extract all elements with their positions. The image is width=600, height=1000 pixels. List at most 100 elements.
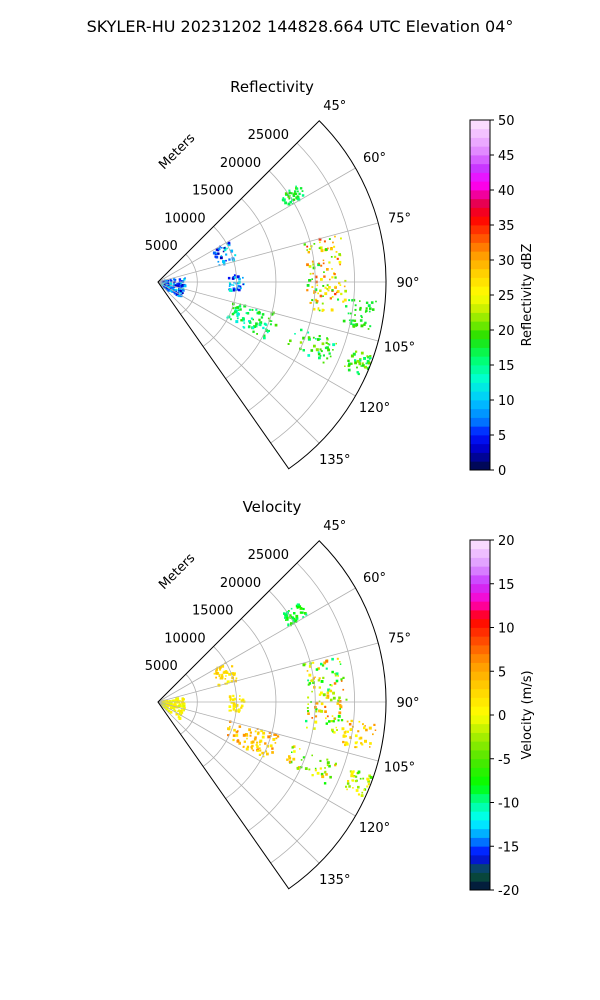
echo-gate <box>325 341 328 344</box>
echo-gate <box>179 289 182 293</box>
colorbar-band <box>470 321 490 331</box>
echo-gate <box>237 309 240 311</box>
colorbar-band <box>470 627 490 637</box>
echo-gate <box>358 720 361 723</box>
echo-gate <box>236 306 240 309</box>
colorbar-tick-label: 0 <box>498 709 506 724</box>
echo-gate <box>295 196 298 199</box>
colorbar-band <box>470 688 490 698</box>
echo-gate <box>296 603 300 606</box>
echo-gate <box>307 712 310 715</box>
echo-gate <box>183 707 186 710</box>
echo-gate <box>343 731 347 734</box>
echo-gate <box>350 354 354 358</box>
echo-gate <box>324 706 327 708</box>
colorbar-band <box>470 636 490 646</box>
echo-gate <box>329 684 332 686</box>
echo-gate <box>326 764 329 767</box>
echo-gate <box>164 286 167 289</box>
echo-gate <box>215 676 217 679</box>
echo-gate <box>225 253 228 256</box>
echo-gate <box>364 321 367 325</box>
echo-gate <box>359 300 361 302</box>
echo-gate <box>274 323 278 327</box>
echo-gate <box>355 350 358 353</box>
echo-gate <box>354 304 357 307</box>
echo-gate <box>217 260 220 263</box>
range-ring <box>270 562 355 864</box>
echo-gate <box>326 696 330 699</box>
echo-gate <box>287 610 290 612</box>
echo-gate <box>246 734 249 737</box>
echo-gate <box>317 308 320 311</box>
echo-gate <box>343 285 346 288</box>
colorbar-band <box>470 837 490 847</box>
echo-gate <box>261 751 264 755</box>
echo-gate <box>228 243 231 247</box>
echo-gate <box>341 727 345 731</box>
echo-feature <box>302 657 348 734</box>
echo-gate <box>342 688 345 691</box>
echo-gate <box>228 285 231 287</box>
echo-gate <box>163 706 166 709</box>
echo-gate <box>349 736 352 739</box>
echo-gate <box>369 325 372 328</box>
echo-gate <box>289 339 292 343</box>
echo-gate <box>342 300 345 303</box>
echo-gate <box>260 729 263 733</box>
echo-gate <box>314 720 318 724</box>
colorbar-band <box>470 242 490 252</box>
echo-gate <box>356 359 360 363</box>
echo-gate <box>183 284 187 288</box>
echo-gate <box>180 282 182 285</box>
echo-gate <box>330 684 333 687</box>
echo-gate <box>228 258 231 261</box>
echo-feature <box>344 350 372 376</box>
echo-gate <box>332 696 336 700</box>
echo-gate <box>305 719 308 723</box>
echo-gate <box>170 290 173 293</box>
echo-gate <box>302 756 305 759</box>
azimuth-gridline <box>157 281 379 342</box>
echo-gate <box>225 675 227 677</box>
echo-gate <box>178 278 182 281</box>
azimuth-tick-label: 120° <box>359 401 390 416</box>
echo-gate <box>239 695 241 697</box>
echo-gate <box>312 263 315 266</box>
echo-gate <box>322 361 325 364</box>
colorbar-band <box>470 811 490 821</box>
echo-gate <box>243 326 246 329</box>
echo-gate <box>229 698 232 700</box>
echo-gate <box>366 359 370 363</box>
range-ring <box>247 590 316 832</box>
echo-gate <box>164 706 167 709</box>
echo-gate <box>336 729 338 731</box>
echo-feature <box>212 241 237 267</box>
echo-gate <box>339 708 341 710</box>
echo-gate <box>311 286 314 288</box>
echo-gate <box>329 698 333 702</box>
echo-gate <box>232 701 235 704</box>
azimuth-tick-label: 105° <box>384 761 415 776</box>
azimuth-gridline <box>157 701 379 762</box>
echo-gate <box>258 747 261 750</box>
echo-gate <box>361 791 364 794</box>
echo-gate <box>325 659 329 663</box>
echo-gate <box>293 612 296 615</box>
echo-gate <box>295 614 299 618</box>
echo-gate <box>357 372 360 376</box>
echo-gate <box>235 730 239 734</box>
echo-gate <box>261 735 265 739</box>
echo-gate <box>183 278 186 281</box>
echo-gate <box>358 362 362 366</box>
echo-gate <box>352 787 354 789</box>
echo-gate <box>271 747 274 750</box>
echo-gate <box>297 198 301 202</box>
echo-gate <box>334 255 337 258</box>
echo-gate <box>331 728 334 732</box>
echo-gate <box>294 333 296 335</box>
echo-gate <box>286 616 289 620</box>
echo-gate <box>365 728 368 732</box>
echo-gate <box>258 318 261 321</box>
echo-gate <box>246 312 250 315</box>
